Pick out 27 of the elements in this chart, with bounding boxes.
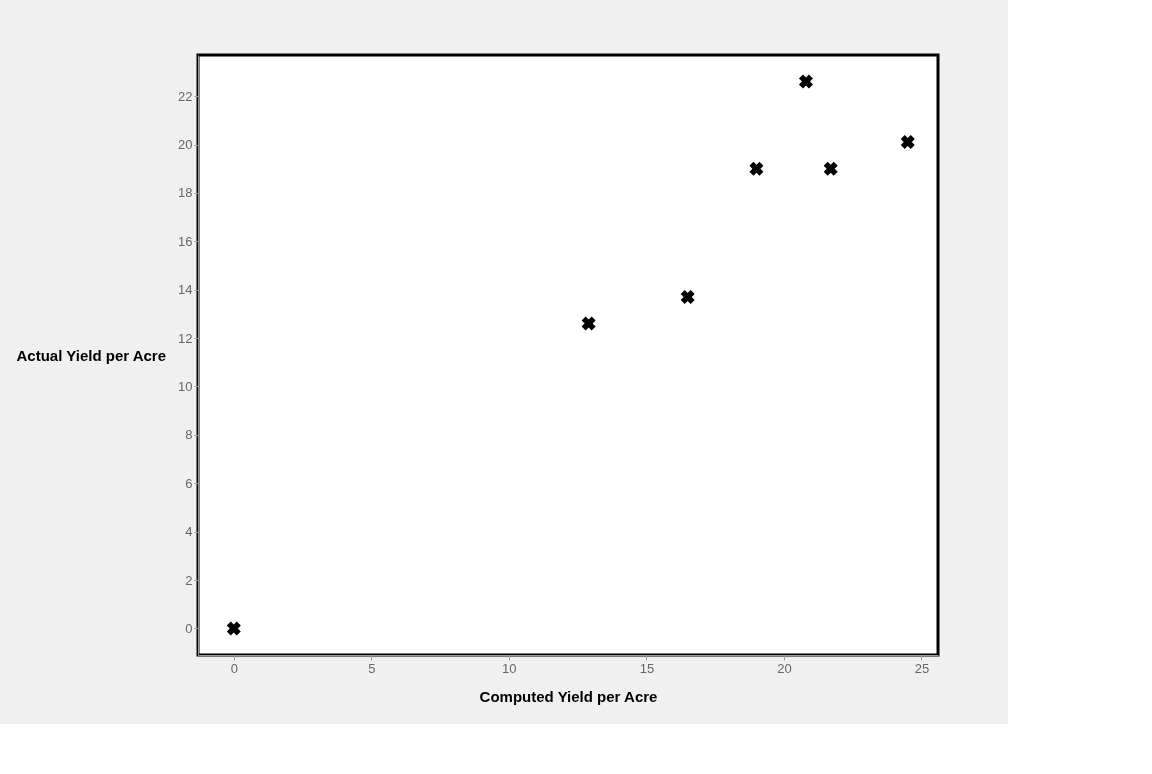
point (798, 74, 813, 89)
point (900, 135, 915, 150)
y-tick-label: 0 (185, 620, 193, 636)
point (581, 316, 596, 331)
y-tick-label: 14 (178, 282, 193, 298)
x-tick-label: 10 (502, 660, 517, 676)
y-tick-label: 12 (178, 330, 193, 346)
y-tick-label: 20 (178, 137, 193, 153)
y-tick-label: 4 (185, 524, 193, 540)
x-tick-label: 15 (639, 660, 655, 676)
y-tick-label: 2 (185, 572, 193, 588)
y-tick-label: 16 (178, 233, 193, 249)
y-tick-label: 18 (178, 185, 193, 201)
y-tick-label: 10 (178, 378, 193, 394)
y-tick-label: 6 (185, 475, 193, 491)
x-tick-label: 0 (230, 660, 238, 676)
y-axis-title: Actual Yield per Acre (16, 346, 167, 364)
x-tick-label: 25 (914, 660, 930, 676)
y-tick-label: 22 (178, 88, 193, 104)
x-tick-label: 20 (777, 660, 792, 676)
x-axis-title: Computed Yield per Acre (479, 687, 658, 705)
point (680, 289, 695, 304)
y-tick-label: 8 (185, 427, 193, 443)
point (823, 161, 838, 176)
point (749, 161, 764, 176)
point (226, 621, 241, 636)
x-tick-label: 5 (368, 660, 376, 676)
